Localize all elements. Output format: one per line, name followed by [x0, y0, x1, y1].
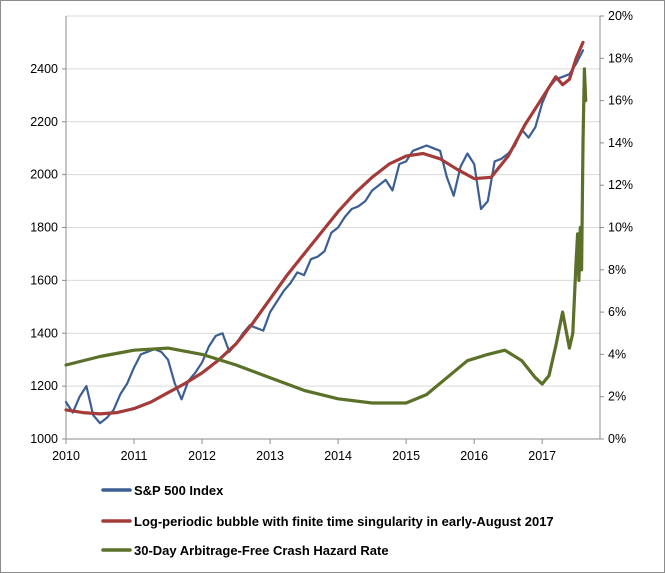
legend-label-1: S&P 500 Index: [134, 483, 224, 498]
y2-tick-label: 20%: [608, 9, 633, 23]
x-tick-label: 2017: [528, 449, 556, 463]
y-tick-label: 1800: [30, 221, 58, 235]
x-axis: 2010 2011 2012 2013 2014 2015 2016 2017: [52, 439, 556, 463]
x-tick-label: 2013: [256, 449, 284, 463]
x-tick-label: 2016: [460, 449, 488, 463]
legend: S&P 500 Index Log-periodic bubble with fi…: [101, 483, 554, 558]
series-line-2: [64, 40, 585, 416]
x-tick-label: 2010: [52, 449, 80, 463]
series-group: [64, 40, 588, 425]
x-tick-label: 2014: [324, 449, 352, 463]
y2-tick-label: 16%: [608, 94, 633, 108]
y2-tick-label: 12%: [608, 178, 633, 192]
y-axis-right: 0% 2% 4% 6% 8% 10% 12% 14% 16% 18% 20%: [600, 9, 633, 446]
y-tick-label: 2000: [30, 168, 58, 182]
series-line-3: [64, 67, 588, 405]
series-line-1: [64, 49, 585, 425]
x-tick-label: 2012: [188, 449, 216, 463]
y-axis-left: 1000 1200 1400 1600 1800 2000 2200 2400: [30, 62, 66, 446]
y2-tick-label: 14%: [608, 136, 633, 150]
x-tick-label: 2015: [392, 449, 420, 463]
y-tick-label: 2400: [30, 62, 58, 76]
y-tick-label: 2200: [30, 115, 58, 129]
y-tick-label: 1200: [30, 379, 58, 393]
y-tick-label: 1000: [30, 432, 58, 446]
legend-label-3: 30-Day Arbitrage-Free Crash Hazard Rate: [134, 543, 389, 558]
x-tick-label: 2011: [121, 449, 148, 463]
y2-tick-label: 4%: [608, 347, 626, 361]
y-tick-label: 1600: [30, 273, 58, 287]
y2-tick-label: 18%: [608, 51, 633, 65]
y2-tick-label: 8%: [608, 263, 626, 277]
legend-label-2: Log-periodic bubble with finite time sin…: [134, 514, 554, 529]
y2-tick-label: 0%: [608, 432, 626, 446]
y2-tick-label: 6%: [608, 305, 626, 319]
y2-tick-label: 10%: [608, 221, 633, 235]
y2-tick-label: 2%: [608, 390, 626, 404]
gridlines: [66, 15, 600, 440]
y-tick-label: 1400: [30, 326, 58, 340]
